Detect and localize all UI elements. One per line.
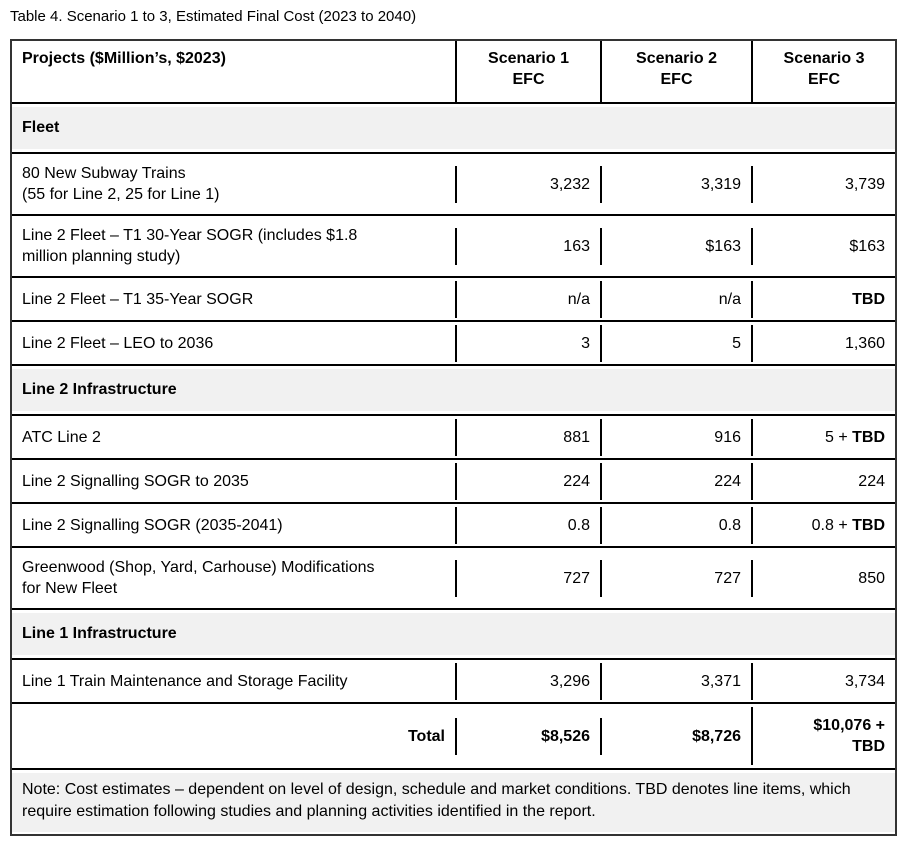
scenario-3-value-cell: 1,360 (751, 324, 895, 362)
scenario-2-value-cell: 224 (600, 462, 751, 500)
scenario-1-value-cell: 727 (455, 559, 600, 597)
table-row: Line 2 Fleet – T1 35-Year SOGR n/a n/a TBD (12, 276, 895, 320)
table-body: Fleet 80 New Subway Trains (55 for Line 2… (12, 107, 895, 832)
scenario-2-value-cell: 5 (600, 324, 751, 362)
scenario-3-value-cell: TBD (751, 280, 895, 318)
report-page: Table 4. Scenario 1 to 3, Estimated Fina… (0, 8, 905, 836)
total-row: Total $8,526 $8,726 $10,076 + TBD (12, 702, 895, 770)
scenario-2-value-cell: $163 (600, 227, 751, 265)
table-row: Line 1 Train Maintenance and Storage Fac… (12, 658, 895, 702)
project-name-cell: 80 New Subway Trains (55 for Line 2, 25 … (22, 165, 220, 203)
scenario-3-value-cell: 3,739 (751, 165, 895, 203)
scenario-2-value-cell: 916 (600, 418, 751, 456)
column-header-scenario-3-efc: Scenario 3 EFC (751, 41, 895, 102)
scenario-1-value-cell: 224 (455, 462, 600, 500)
table-row: Line 2 Fleet – LEO to 2036 3 5 1,360 (12, 320, 895, 366)
scenario-1-value-cell: 163 (455, 227, 600, 265)
scenario-3-value-cell: 224 (751, 462, 895, 500)
project-name-cell: ATC Line 2 (22, 428, 101, 446)
scenario-1-value-cell: n/a (455, 280, 600, 318)
table-row: ATC Line 2 881 916 5 + TBD (12, 414, 895, 458)
table-row: Line 2 Fleet – T1 30-Year SOGR (includes… (12, 214, 895, 276)
table-caption: Table 4. Scenario 1 to 3, Estimated Fina… (10, 8, 417, 25)
table-row: Line 2 Signalling SOGR to 2035 224 224 224 (12, 458, 895, 502)
scenario-3-value-cell: 850 (751, 559, 895, 597)
scenario-2-value-cell: 727 (600, 559, 751, 597)
column-header-scenario-1-efc: Scenario 1 EFC (455, 41, 600, 102)
table-row: Line 2 Signalling SOGR (2035-2041) 0.8 0.8… (12, 502, 895, 546)
scenario-1-value-cell: 881 (455, 418, 600, 456)
project-name-cell: Line 1 Train Maintenance and Storage Fac… (22, 672, 348, 690)
project-name-cell: Line 2 Fleet – LEO to 2036 (22, 334, 214, 352)
table-row: Greenwood (Shop, Yard, Carhouse) Modific… (12, 546, 895, 610)
scenario-3-value-cell: 3,734 (751, 662, 895, 700)
column-header-projects: Projects ($Million’s, $2023) (22, 50, 226, 67)
project-name-cell: Greenwood (Shop, Yard, Carhouse) Modific… (22, 559, 375, 597)
section-header-row: Line 2 Infrastructure (12, 369, 895, 411)
scenario-2-value-cell: 3,319 (600, 165, 751, 203)
scenario-1-value-cell: 3 (455, 324, 600, 362)
section-header-row: Fleet (12, 107, 895, 149)
scenario-1-value-cell: 0.8 (455, 506, 600, 544)
scenario-1-value-cell: 3,232 (455, 165, 600, 203)
table-row: 80 New Subway Trains (55 for Line 2, 25 … (12, 152, 895, 214)
section-header-row: Line 1 Infrastructure (12, 613, 895, 655)
project-name-cell: Line 2 Signalling SOGR to 2035 (22, 472, 249, 490)
project-name-cell: Line 2 Fleet – T1 30-Year SOGR (includes… (22, 227, 358, 265)
scenario-1-value-cell: 3,296 (455, 662, 600, 700)
scenario-2-value-cell: $8,726 (600, 717, 751, 755)
scenario-2-value-cell: n/a (600, 280, 751, 318)
table-header-row: Projects ($Million’s, $2023) Scenario 1 … (12, 41, 895, 104)
scenario-3-value-cell: $163 (751, 227, 895, 265)
scenario-2-value-cell: 0.8 (600, 506, 751, 544)
column-header-scenario-2-efc: Scenario 2 EFC (600, 41, 751, 102)
project-name-cell: Line 2 Signalling SOGR (2035-2041) (22, 516, 283, 534)
project-name-cell: Line 2 Fleet – T1 35-Year SOGR (22, 290, 254, 308)
scenario-3-value-cell: 0.8 + TBD (751, 506, 895, 544)
table-note: Note: Cost estimates – dependent on leve… (12, 773, 895, 832)
estimated-final-cost-table: Projects ($Million’s, $2023) Scenario 1 … (10, 39, 897, 836)
scenario-3-value-cell: 5 + TBD (751, 418, 895, 456)
scenario-1-value-cell: $8,526 (455, 717, 600, 755)
scenario-2-value-cell: 3,371 (600, 662, 751, 700)
scenario-3-value-cell: $10,076 + TBD (751, 707, 895, 765)
total-label: Total (407, 727, 445, 745)
